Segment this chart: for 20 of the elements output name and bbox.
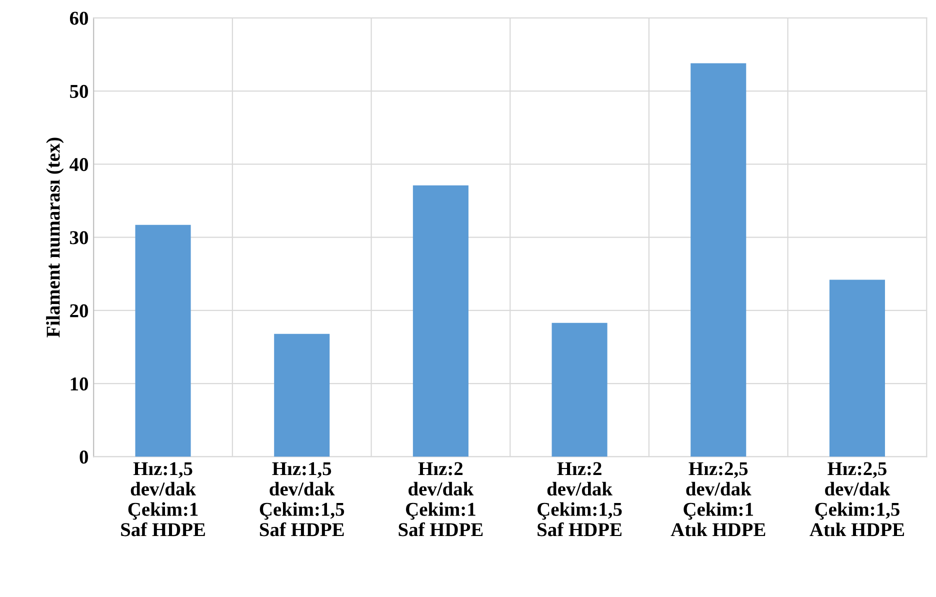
bar — [690, 63, 746, 457]
y-axis-title: Filament numarası (tex) — [46, 138, 64, 338]
bar — [829, 280, 885, 457]
y-tick-label: 0 — [80, 450, 88, 464]
x-tick-label: Hız:2,5 dev/dak Çekim:1,5 Atık HDPE — [810, 462, 904, 536]
x-tick-label: Hız:1,5 dev/dak Çekim:1 Saf HDPE — [121, 462, 205, 536]
x-tick-label: Hız:1,5 dev/dak Çekim:1,5 Saf HDPE — [260, 462, 344, 536]
x-tick-label: Hız:2 dev/dak Çekim:1,5 Saf HDPE — [538, 462, 622, 536]
y-tick-label: 10 — [70, 377, 88, 391]
bar — [135, 224, 191, 457]
y-tick-label: 30 — [70, 231, 88, 244]
y-tick-label: 20 — [70, 304, 88, 318]
x-tick-label: Hız:2 dev/dak Çekim:1 Saf HDPE — [398, 462, 483, 536]
bar — [412, 185, 468, 457]
bar — [552, 322, 608, 457]
y-tick-label: 60 — [70, 12, 88, 25]
y-tick-label: 50 — [70, 84, 88, 98]
x-tick-label: Hız:2,5 dev/dak Çekim:1 Atık HDPE — [670, 462, 766, 536]
y-tick-label: 40 — [70, 158, 88, 172]
bar — [274, 334, 330, 457]
